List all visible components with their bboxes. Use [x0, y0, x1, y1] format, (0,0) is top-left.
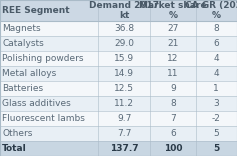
Text: -2: -2 — [212, 114, 221, 123]
Text: 4: 4 — [213, 69, 219, 78]
Text: 27: 27 — [167, 24, 179, 33]
Text: 100: 100 — [164, 144, 182, 153]
Text: 11.2: 11.2 — [114, 99, 134, 108]
Bar — [0, 111, 237, 126]
Text: 12: 12 — [167, 54, 179, 63]
Bar — [0, 96, 237, 111]
Text: CA GR (2025
%: CA GR (2025 % — [185, 1, 237, 20]
Text: 14.9: 14.9 — [114, 69, 134, 78]
Bar — [0, 51, 237, 66]
Text: 9.7: 9.7 — [117, 114, 132, 123]
Text: 1: 1 — [213, 84, 219, 93]
Text: 3: 3 — [213, 99, 219, 108]
Text: 21: 21 — [167, 39, 179, 48]
Bar — [0, 0, 237, 21]
Text: 137.7: 137.7 — [110, 144, 139, 153]
Text: Magnets: Magnets — [2, 24, 41, 33]
Text: 9: 9 — [170, 84, 176, 93]
Text: 8: 8 — [170, 99, 176, 108]
Bar — [0, 36, 237, 51]
Text: 11: 11 — [167, 69, 179, 78]
Text: 6: 6 — [170, 129, 176, 138]
Text: Demand 2017
kt: Demand 2017 kt — [89, 1, 160, 20]
Text: 8: 8 — [213, 24, 219, 33]
Bar — [0, 81, 237, 96]
Text: 12.5: 12.5 — [114, 84, 134, 93]
Text: Metal alloys: Metal alloys — [2, 69, 57, 78]
Text: 15.9: 15.9 — [114, 54, 134, 63]
Text: 29.0: 29.0 — [114, 39, 134, 48]
Text: 4: 4 — [213, 54, 219, 63]
Text: 5: 5 — [213, 129, 219, 138]
Bar — [0, 126, 237, 141]
Text: Polishing powders: Polishing powders — [2, 54, 84, 63]
Text: 36.8: 36.8 — [114, 24, 134, 33]
Text: 7: 7 — [170, 114, 176, 123]
Text: REE Segment: REE Segment — [2, 6, 70, 15]
Text: 5: 5 — [213, 144, 219, 153]
Text: 6: 6 — [213, 39, 219, 48]
Text: Batteries: Batteries — [2, 84, 44, 93]
Bar — [0, 21, 237, 36]
Text: Catalysts: Catalysts — [2, 39, 44, 48]
Bar — [0, 66, 237, 81]
Text: Fluorescent lambs: Fluorescent lambs — [2, 114, 85, 123]
Text: Others: Others — [2, 129, 33, 138]
Text: Market share
%: Market share % — [139, 1, 207, 20]
Text: Glass additives: Glass additives — [2, 99, 71, 108]
Text: 7.7: 7.7 — [117, 129, 132, 138]
Text: Total: Total — [2, 144, 27, 153]
Bar — [0, 141, 237, 156]
